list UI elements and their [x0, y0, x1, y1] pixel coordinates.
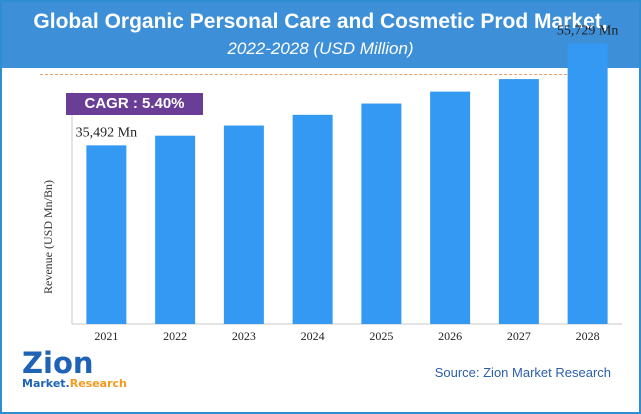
- logo-market: Market.: [22, 377, 70, 390]
- x-tick-label-2021: 2021: [94, 329, 118, 343]
- x-tick-label-2026: 2026: [438, 329, 462, 343]
- bar-2023: [223, 125, 264, 324]
- bar-2028: [567, 43, 608, 324]
- logo-tagline: Market.Research: [22, 377, 127, 390]
- x-tick-label-2022: 2022: [163, 329, 187, 343]
- x-tick-label-2024: 2024: [301, 329, 325, 343]
- x-tick-label-2025: 2025: [369, 329, 393, 343]
- logo-wordmark: Zion: [22, 346, 94, 380]
- bar-2024: [292, 114, 333, 324]
- divider: [40, 74, 602, 75]
- bar-2027: [498, 79, 539, 324]
- zion-logo: Zion Market.Research: [20, 346, 140, 396]
- chart-title: Global Organic Personal Care and Cosmeti…: [33, 10, 608, 33]
- bar-2026: [430, 91, 471, 325]
- bar-2022: [155, 135, 196, 324]
- source-label: Source: Zion Market Research: [434, 365, 611, 380]
- bar-2021: [86, 145, 127, 324]
- bar-2025: [361, 103, 402, 324]
- header-banner: Global Organic Personal Care and Cosmeti…: [2, 2, 639, 68]
- data-label-2028: 55,729 Mn: [557, 23, 618, 38]
- x-tick-label-2028: 2028: [576, 329, 600, 343]
- logo-research: Research: [69, 377, 127, 390]
- data-label-2021: 35,492 Mn: [76, 125, 137, 140]
- y-axis-label: Revenue (USD Mn/Bn): [41, 180, 55, 294]
- cagr-badge: CAGR : 5.40%: [66, 93, 203, 115]
- x-tick-label-2027: 2027: [507, 329, 531, 343]
- chart-subtitle: 2022-2028 (USD Million): [227, 39, 414, 58]
- x-tick-label-2023: 2023: [232, 329, 256, 343]
